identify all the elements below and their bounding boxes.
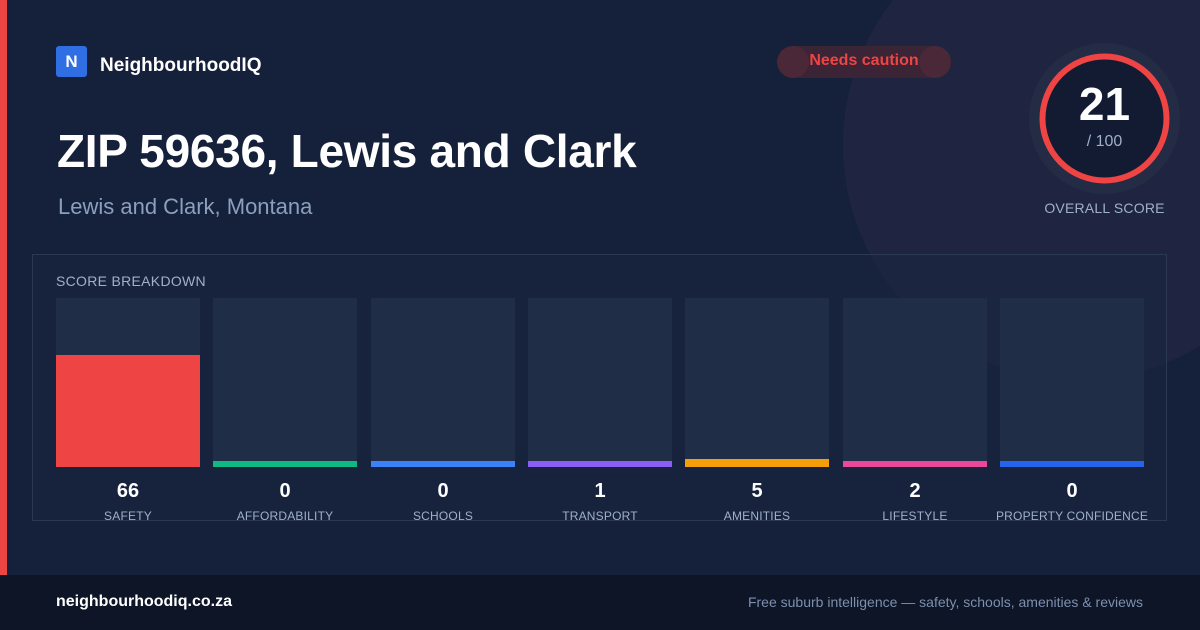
footer-tagline: Free suburb intelligence — safety, schoo… [747, 594, 1143, 610]
bar-fill-property-confidence [1000, 461, 1144, 467]
bar-value-amenities: 5 [751, 480, 763, 502]
score-breakdown-panel: SCORE BREAKDOWN 66 SAFETY 0 AFFORDABILITY 0 S… [32, 254, 1167, 523]
bar-label-transport: TRANSPORT [562, 509, 638, 523]
bar-label-safety: SAFETY [104, 509, 152, 523]
footer: neighbourhoodiq.co.za Free suburb intell… [0, 575, 1200, 630]
badge-cap-right [919, 46, 951, 78]
bar-track-schools [371, 298, 515, 467]
score-ring-stroke [1039, 53, 1170, 184]
bar-value-property-confidence: 0 [1066, 480, 1078, 502]
bar-value-transport: 1 [594, 480, 606, 502]
brand[interactable]: N NeighbourhoodIQ [56, 46, 261, 77]
bar-track-transport [528, 298, 672, 467]
brand-logo-icon: N [56, 46, 87, 77]
bar-track-property-confidence [1000, 298, 1144, 467]
bar-fill-schools [371, 461, 515, 467]
badge-cap-left [777, 46, 809, 78]
bar-label-property-confidence: PROPERTY CONFIDENCE [995, 509, 1149, 523]
bar-fill-affordability [213, 461, 357, 467]
accent-bar [0, 0, 7, 575]
bar-value-affordability: 0 [279, 480, 291, 502]
bar-fill-safety [56, 355, 200, 467]
hero-panel: N NeighbourhoodIQ Needs caution ZIP 5963… [0, 0, 1180, 575]
bar-value-schools: 0 [437, 480, 449, 502]
status-badge: Needs caution [777, 46, 951, 78]
bar-label-lifestyle: LIFESTYLE [882, 509, 948, 523]
overall-score-max: / 100 [1086, 133, 1123, 150]
bar-value-lifestyle: 2 [909, 480, 921, 502]
score-ring-graphic [1029, 43, 1180, 194]
bar-label-affordability: AFFORDABILITY [236, 509, 334, 523]
brand-name: NeighbourhoodIQ [100, 54, 262, 76]
bar-track-lifestyle [843, 298, 987, 467]
bar-fill-amenities [685, 459, 829, 467]
footer-domain-link[interactable]: neighbourhoodiq.co.za [56, 593, 232, 610]
bar-track-amenities [685, 298, 829, 467]
score-breakdown-title: SCORE BREAKDOWN [56, 273, 206, 289]
bar-fill-transport [528, 461, 672, 467]
bar-label-amenities: AMENITIES [723, 509, 791, 523]
status-badge-label: Needs caution [809, 52, 919, 69]
bar-track-safety [56, 298, 200, 467]
overall-score-value: 21 [1078, 78, 1131, 130]
bar-label-schools: SCHOOLS [412, 509, 474, 523]
overall-score-ring: 21 / 100 [1029, 43, 1180, 194]
page-subtitle: Lewis and Clark, Montana [58, 194, 313, 219]
bar-value-safety: 66 [116, 480, 140, 502]
bar-track-affordability [213, 298, 357, 467]
page-title: ZIP 59636, Lewis and Clark [57, 125, 637, 177]
overall-score-caption: OVERALL SCORE [1044, 200, 1165, 216]
bar-fill-lifestyle [843, 461, 987, 467]
